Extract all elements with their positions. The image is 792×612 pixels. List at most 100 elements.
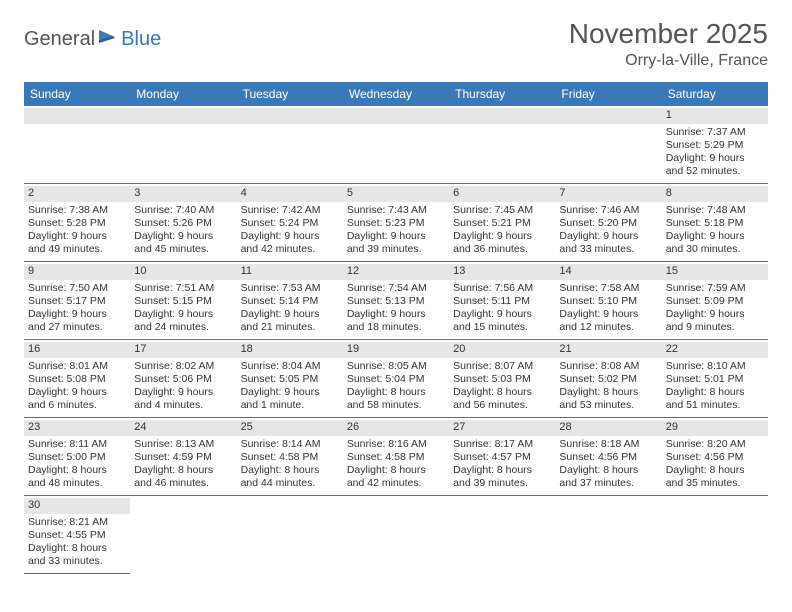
day-number: 3 (130, 186, 236, 202)
sunset-text: Sunset: 5:13 PM (347, 295, 445, 308)
calendar-cell: 24Sunrise: 8:13 AMSunset: 4:59 PMDayligh… (130, 418, 236, 496)
daylight-text: Daylight: 8 hours and 37 minutes. (559, 464, 657, 490)
day-number-empty (555, 108, 661, 124)
daylight-text: Daylight: 9 hours and 15 minutes. (453, 308, 551, 334)
logo-text-blue: Blue (121, 28, 161, 51)
daylight-text: Daylight: 8 hours and 56 minutes. (453, 386, 551, 412)
sunrise-text: Sunrise: 7:59 AM (666, 282, 764, 295)
calendar-cell: 11Sunrise: 7:53 AMSunset: 5:14 PMDayligh… (237, 262, 343, 340)
calendar-cell (130, 106, 236, 184)
weekday-label: Tuesday (237, 82, 343, 106)
sunset-text: Sunset: 5:26 PM (134, 217, 232, 230)
sunrise-text: Sunrise: 7:37 AM (666, 126, 764, 139)
sunset-text: Sunset: 5:00 PM (28, 451, 126, 464)
sunset-text: Sunset: 4:58 PM (347, 451, 445, 464)
day-number: 16 (24, 342, 130, 358)
sunset-text: Sunset: 5:10 PM (559, 295, 657, 308)
day-number: 2 (24, 186, 130, 202)
sunrise-text: Sunrise: 8:04 AM (241, 360, 339, 373)
calendar-cell-blank (130, 496, 236, 574)
daylight-text: Daylight: 8 hours and 42 minutes. (347, 464, 445, 490)
calendar-cell: 8Sunrise: 7:48 AMSunset: 5:18 PMDaylight… (662, 184, 768, 262)
sunset-text: Sunset: 5:06 PM (134, 373, 232, 386)
daylight-text: Daylight: 8 hours and 53 minutes. (559, 386, 657, 412)
calendar-cell: 10Sunrise: 7:51 AMSunset: 5:15 PMDayligh… (130, 262, 236, 340)
daylight-text: Daylight: 9 hours and 12 minutes. (559, 308, 657, 334)
day-number: 7 (555, 186, 661, 202)
logo-text-general: General (24, 28, 95, 51)
sunrise-text: Sunrise: 7:54 AM (347, 282, 445, 295)
sunrise-text: Sunrise: 8:11 AM (28, 438, 126, 451)
calendar-cell: 23 Sunrise: 8:11 AMSunset: 5:00 PMDayligh… (24, 418, 130, 496)
logo: General Blue (24, 28, 161, 51)
sunrise-text: Sunrise: 7:45 AM (453, 204, 551, 217)
sunset-text: Sunset: 4:58 PM (241, 451, 339, 464)
sunrise-text: Sunrise: 7:38 AM (28, 204, 126, 217)
calendar-cell: 14Sunrise: 7:58 AMSunset: 5:10 PMDayligh… (555, 262, 661, 340)
sunset-text: Sunset: 5:03 PM (453, 373, 551, 386)
sunrise-text: Sunrise: 8:18 AM (559, 438, 657, 451)
day-number: 21 (555, 342, 661, 358)
daylight-text: Daylight: 9 hours and 4 minutes. (134, 386, 232, 412)
sunset-text: Sunset: 4:56 PM (559, 451, 657, 464)
calendar-cell: 30Sunrise: 8:21 AMSunset: 4:55 PMDayligh… (24, 496, 130, 574)
day-number: 23 (24, 420, 130, 436)
daylight-text: Daylight: 8 hours and 48 minutes. (28, 464, 126, 490)
daylight-text: Daylight: 9 hours and 24 minutes. (134, 308, 232, 334)
sunrise-text: Sunrise: 8:21 AM (28, 516, 126, 529)
sunrise-text: Sunrise: 8:13 AM (134, 438, 232, 451)
calendar-cell: 15Sunrise: 7:59 AMSunset: 5:09 PMDayligh… (662, 262, 768, 340)
sunrise-text: Sunrise: 8:07 AM (453, 360, 551, 373)
sunrise-text: Sunrise: 8:16 AM (347, 438, 445, 451)
day-number: 13 (449, 264, 555, 280)
day-number: 28 (555, 420, 661, 436)
day-number: 12 (343, 264, 449, 280)
sunrise-text: Sunrise: 8:10 AM (666, 360, 764, 373)
day-number-empty (24, 108, 130, 124)
sunset-text: Sunset: 5:15 PM (134, 295, 232, 308)
sunset-text: Sunset: 5:20 PM (559, 217, 657, 230)
daylight-text: Daylight: 8 hours and 39 minutes. (453, 464, 551, 490)
sunrise-text: Sunrise: 7:58 AM (559, 282, 657, 295)
day-number: 15 (662, 264, 768, 280)
day-number-empty (130, 108, 236, 124)
sunrise-text: Sunrise: 7:50 AM (28, 282, 126, 295)
day-number: 11 (237, 264, 343, 280)
daylight-text: Daylight: 8 hours and 58 minutes. (347, 386, 445, 412)
calendar-cell: 6Sunrise: 7:45 AMSunset: 5:21 PMDaylight… (449, 184, 555, 262)
weekday-label: Friday (555, 82, 661, 106)
daylight-text: Daylight: 8 hours and 51 minutes. (666, 386, 764, 412)
calendar-cell: 20Sunrise: 8:07 AMSunset: 5:03 PMDayligh… (449, 340, 555, 418)
daylight-text: Daylight: 9 hours and 39 minutes. (347, 230, 445, 256)
day-number-empty (237, 108, 343, 124)
daylight-text: Daylight: 9 hours and 49 minutes. (28, 230, 126, 256)
title-block: November 2025 Orry-la-Ville, France (569, 18, 768, 70)
calendar-body: 1Sunrise: 7:37 AMSunset: 5:29 PMDaylight… (24, 106, 768, 574)
day-number: 8 (662, 186, 768, 202)
sunrise-text: Sunrise: 8:02 AM (134, 360, 232, 373)
day-number: 6 (449, 186, 555, 202)
daylight-text: Daylight: 8 hours and 35 minutes. (666, 464, 764, 490)
calendar-cell: 5Sunrise: 7:43 AMSunset: 5:23 PMDaylight… (343, 184, 449, 262)
calendar-cell (449, 106, 555, 184)
calendar-cell: 27Sunrise: 8:17 AMSunset: 4:57 PMDayligh… (449, 418, 555, 496)
day-number: 1 (662, 108, 768, 124)
sunrise-text: Sunrise: 8:20 AM (666, 438, 764, 451)
sunrise-text: Sunrise: 7:43 AM (347, 204, 445, 217)
calendar-cell: 22Sunrise: 8:10 AMSunset: 5:01 PMDayligh… (662, 340, 768, 418)
calendar-cell: 16Sunrise: 8:01 AMSunset: 5:08 PMDayligh… (24, 340, 130, 418)
daylight-text: Daylight: 9 hours and 9 minutes. (666, 308, 764, 334)
sunrise-text: Sunrise: 7:42 AM (241, 204, 339, 217)
daylight-text: Daylight: 9 hours and 6 minutes. (28, 386, 126, 412)
sunset-text: Sunset: 5:23 PM (347, 217, 445, 230)
day-number: 9 (24, 264, 130, 280)
day-number: 26 (343, 420, 449, 436)
day-number-empty (343, 108, 449, 124)
day-number: 25 (237, 420, 343, 436)
calendar-cell-blank (343, 496, 449, 574)
calendar-cell (237, 106, 343, 184)
weekday-label: Thursday (449, 82, 555, 106)
calendar-cell: 28 Sunrise: 8:18 AMSunset: 4:56 PMDayligh… (555, 418, 661, 496)
calendar-cell-blank (662, 496, 768, 574)
calendar-weekday-header: SundayMondayTuesdayWednesdayThursdayFrid… (24, 82, 768, 106)
